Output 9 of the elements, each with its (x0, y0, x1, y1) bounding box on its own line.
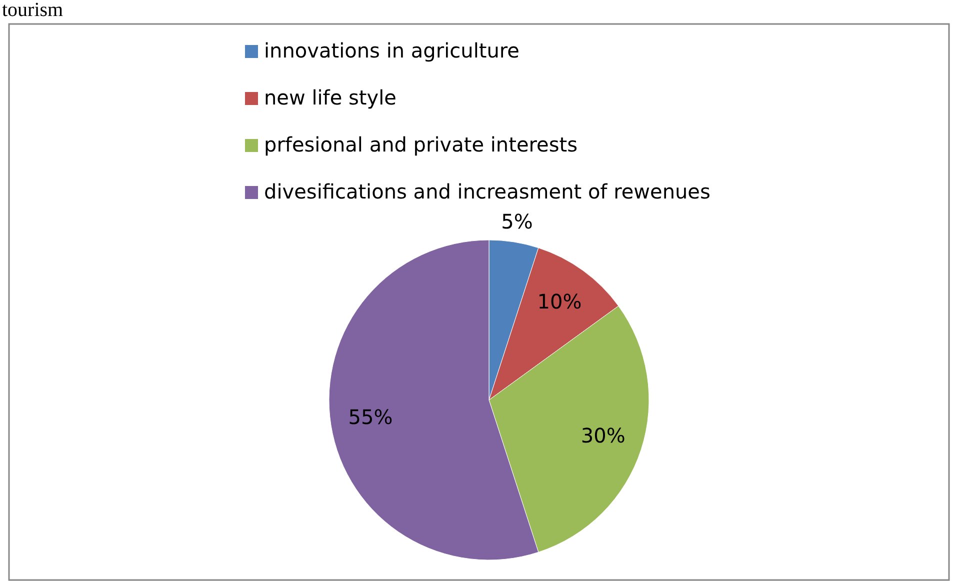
legend-label: prfesional and private interests (264, 132, 578, 156)
text: tourism (2, 0, 64, 21)
data-label: 10% (537, 289, 582, 314)
data-label: 55% (348, 405, 393, 430)
legend-label: divesifications and increasment of rewenues (264, 179, 710, 204)
legend-label: new life style (264, 85, 396, 110)
data-label: 30% (580, 424, 626, 448)
data-label: 5% (501, 209, 533, 234)
legend-label: innovations in agriculture (264, 38, 520, 62)
